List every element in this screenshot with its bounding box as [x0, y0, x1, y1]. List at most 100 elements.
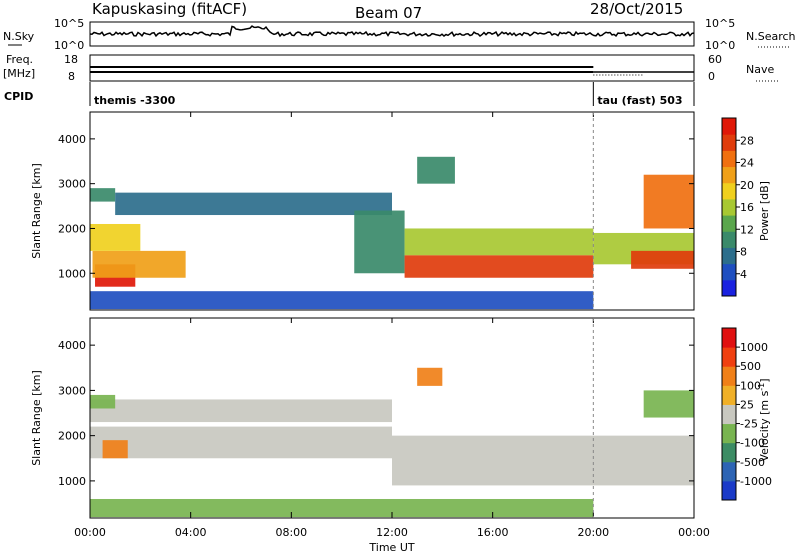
nsky-tick-top: 10^5	[54, 17, 84, 30]
scatter-band	[90, 394, 116, 409]
time-tick-label: 08:00	[275, 526, 307, 539]
scatter-band	[631, 250, 694, 269]
nave-tick-top: 60	[708, 53, 722, 66]
cpid-mode-name: tau (fast) 503	[597, 94, 682, 107]
colorbar-swatch	[722, 480, 736, 501]
scatter-band	[90, 188, 116, 202]
time-axis: 00:00 04:00 08:00 12:00 16:00 20:00 00:00	[74, 112, 710, 539]
scatter-band	[92, 250, 186, 278]
time-tick-label: 12:00	[376, 526, 408, 539]
nsearch-tick-bottom: 10^0	[705, 39, 735, 52]
colorbar-swatch	[722, 231, 736, 248]
colorbar-tick-label: 28	[740, 134, 754, 147]
time-tick-label: 04:00	[175, 526, 207, 539]
time-tick-label: 00:00	[678, 526, 710, 539]
nsearch-label: N.Search	[746, 30, 796, 43]
cpid-mode-name: themis -3300	[94, 94, 176, 107]
colorbar-swatch	[722, 134, 736, 151]
colorbar-swatch	[722, 166, 736, 184]
cpid-modes: themis -3300 tau (fast) 503	[89, 82, 683, 107]
power-colorbar-label: Power [dB]	[758, 181, 771, 241]
velocity-y-axis: 1000 2000 3000 4000	[58, 339, 694, 488]
colorbar-swatch	[722, 247, 736, 265]
colorbar-swatch	[722, 423, 736, 444]
scatter-band	[404, 255, 594, 278]
scatter-band	[102, 440, 128, 459]
scatter-band	[417, 156, 455, 184]
nsky-line	[89, 25, 695, 38]
range-tick-label: 3000	[58, 178, 86, 191]
scatter-band	[90, 426, 392, 459]
range-tick-label: 1000	[58, 267, 86, 280]
colorbar-swatch	[722, 279, 736, 297]
colorbar-swatch	[722, 118, 736, 135]
colorbar-tick-label: -500	[740, 456, 765, 469]
velocity-ylabel: Slant Range [km]	[30, 370, 43, 466]
colorbar-swatch	[722, 182, 736, 200]
range-tick-label: 3000	[58, 384, 86, 397]
power-colorbar: 28 24 20 16 12 8 4	[721, 117, 754, 297]
nsky-trace	[89, 25, 695, 38]
freq-trace	[90, 66, 694, 76]
power-ylabel: Slant Range [km]	[30, 163, 43, 259]
date-title: 28/Oct/2015	[590, 0, 683, 18]
scatter-band	[643, 174, 694, 229]
nsky-tick-bottom: 10^0	[54, 39, 84, 52]
nsky-label: N.Sky	[3, 30, 35, 43]
scatter-band	[90, 399, 392, 423]
velocity-colorbar-label: Velocity [m s-1]	[757, 378, 772, 461]
nave-label: Nave	[746, 63, 774, 76]
colorbar-swatch	[722, 404, 736, 425]
power-y-axis: 1000 2000 3000 4000	[58, 133, 694, 280]
cpid-strip: CPID themis -3300 tau (fast) 503	[4, 82, 695, 107]
nsearch-tick-top: 10^5	[705, 17, 735, 30]
scatter-band	[90, 291, 594, 310]
nave-tick-bottom: 0	[708, 70, 715, 83]
beam-title: Beam 07	[355, 4, 422, 22]
colorbar-swatch	[722, 215, 736, 232]
range-tick-label: 4000	[58, 339, 86, 352]
scatter-band	[417, 367, 443, 386]
freq-tick-bottom: 8	[68, 70, 75, 83]
time-tick-label: 16:00	[477, 526, 509, 539]
colorbar-swatch	[722, 366, 736, 386]
colorbar-swatch	[722, 347, 736, 367]
freq-unit-label: [MHz]	[3, 67, 35, 80]
colorbar-swatch	[722, 442, 736, 463]
scatter-band	[90, 498, 594, 518]
colorbar-swatch	[722, 385, 736, 405]
colorbar-tick-label: 16	[740, 201, 754, 214]
colorbar-swatch	[722, 461, 736, 482]
power-data	[90, 156, 694, 310]
colorbar-tick-label: -25	[740, 418, 758, 431]
colorbar-tick-label: 12	[740, 223, 754, 236]
colorbar-swatch	[722, 198, 736, 216]
colorbar-tick-label: 1000	[740, 341, 768, 354]
colorbar-tick-label: -100	[740, 437, 765, 450]
colorbar-swatch	[722, 263, 736, 281]
nsky-strip: N.Sky 10^5 10^0 N.Search 10^5 10^0	[3, 17, 796, 52]
velocity-colorbar: 1000 500 100 25 -25 -100 -500 -1000	[721, 327, 772, 501]
freq-strip: Freq. [MHz] 18 8 60 0 Nave	[3, 53, 780, 83]
scatter-band	[404, 228, 594, 256]
colorbar-frame	[721, 327, 737, 501]
time-tick-label: 20:00	[577, 526, 609, 539]
colorbar-swatch	[722, 328, 736, 348]
colorbar-swatch	[722, 150, 736, 168]
freq-label: Freq.	[6, 53, 33, 66]
colorbar-tick-label: -1000	[740, 475, 772, 488]
cpid-label: CPID	[4, 90, 33, 103]
scatter-band	[392, 435, 694, 486]
scatter-band	[90, 223, 141, 251]
x-axis-label: Time UT	[368, 541, 414, 554]
freq-tick-top: 18	[64, 53, 78, 66]
range-tick-label: 4000	[58, 133, 86, 146]
colorbar-tick-label: 20	[740, 179, 754, 192]
colorbar-tick-label: 8	[740, 246, 747, 259]
colorbar-tick-label: 24	[740, 157, 754, 170]
scatter-band	[115, 192, 393, 216]
scatter-band	[354, 210, 405, 274]
colorbar-tick-label: 100	[740, 379, 761, 392]
